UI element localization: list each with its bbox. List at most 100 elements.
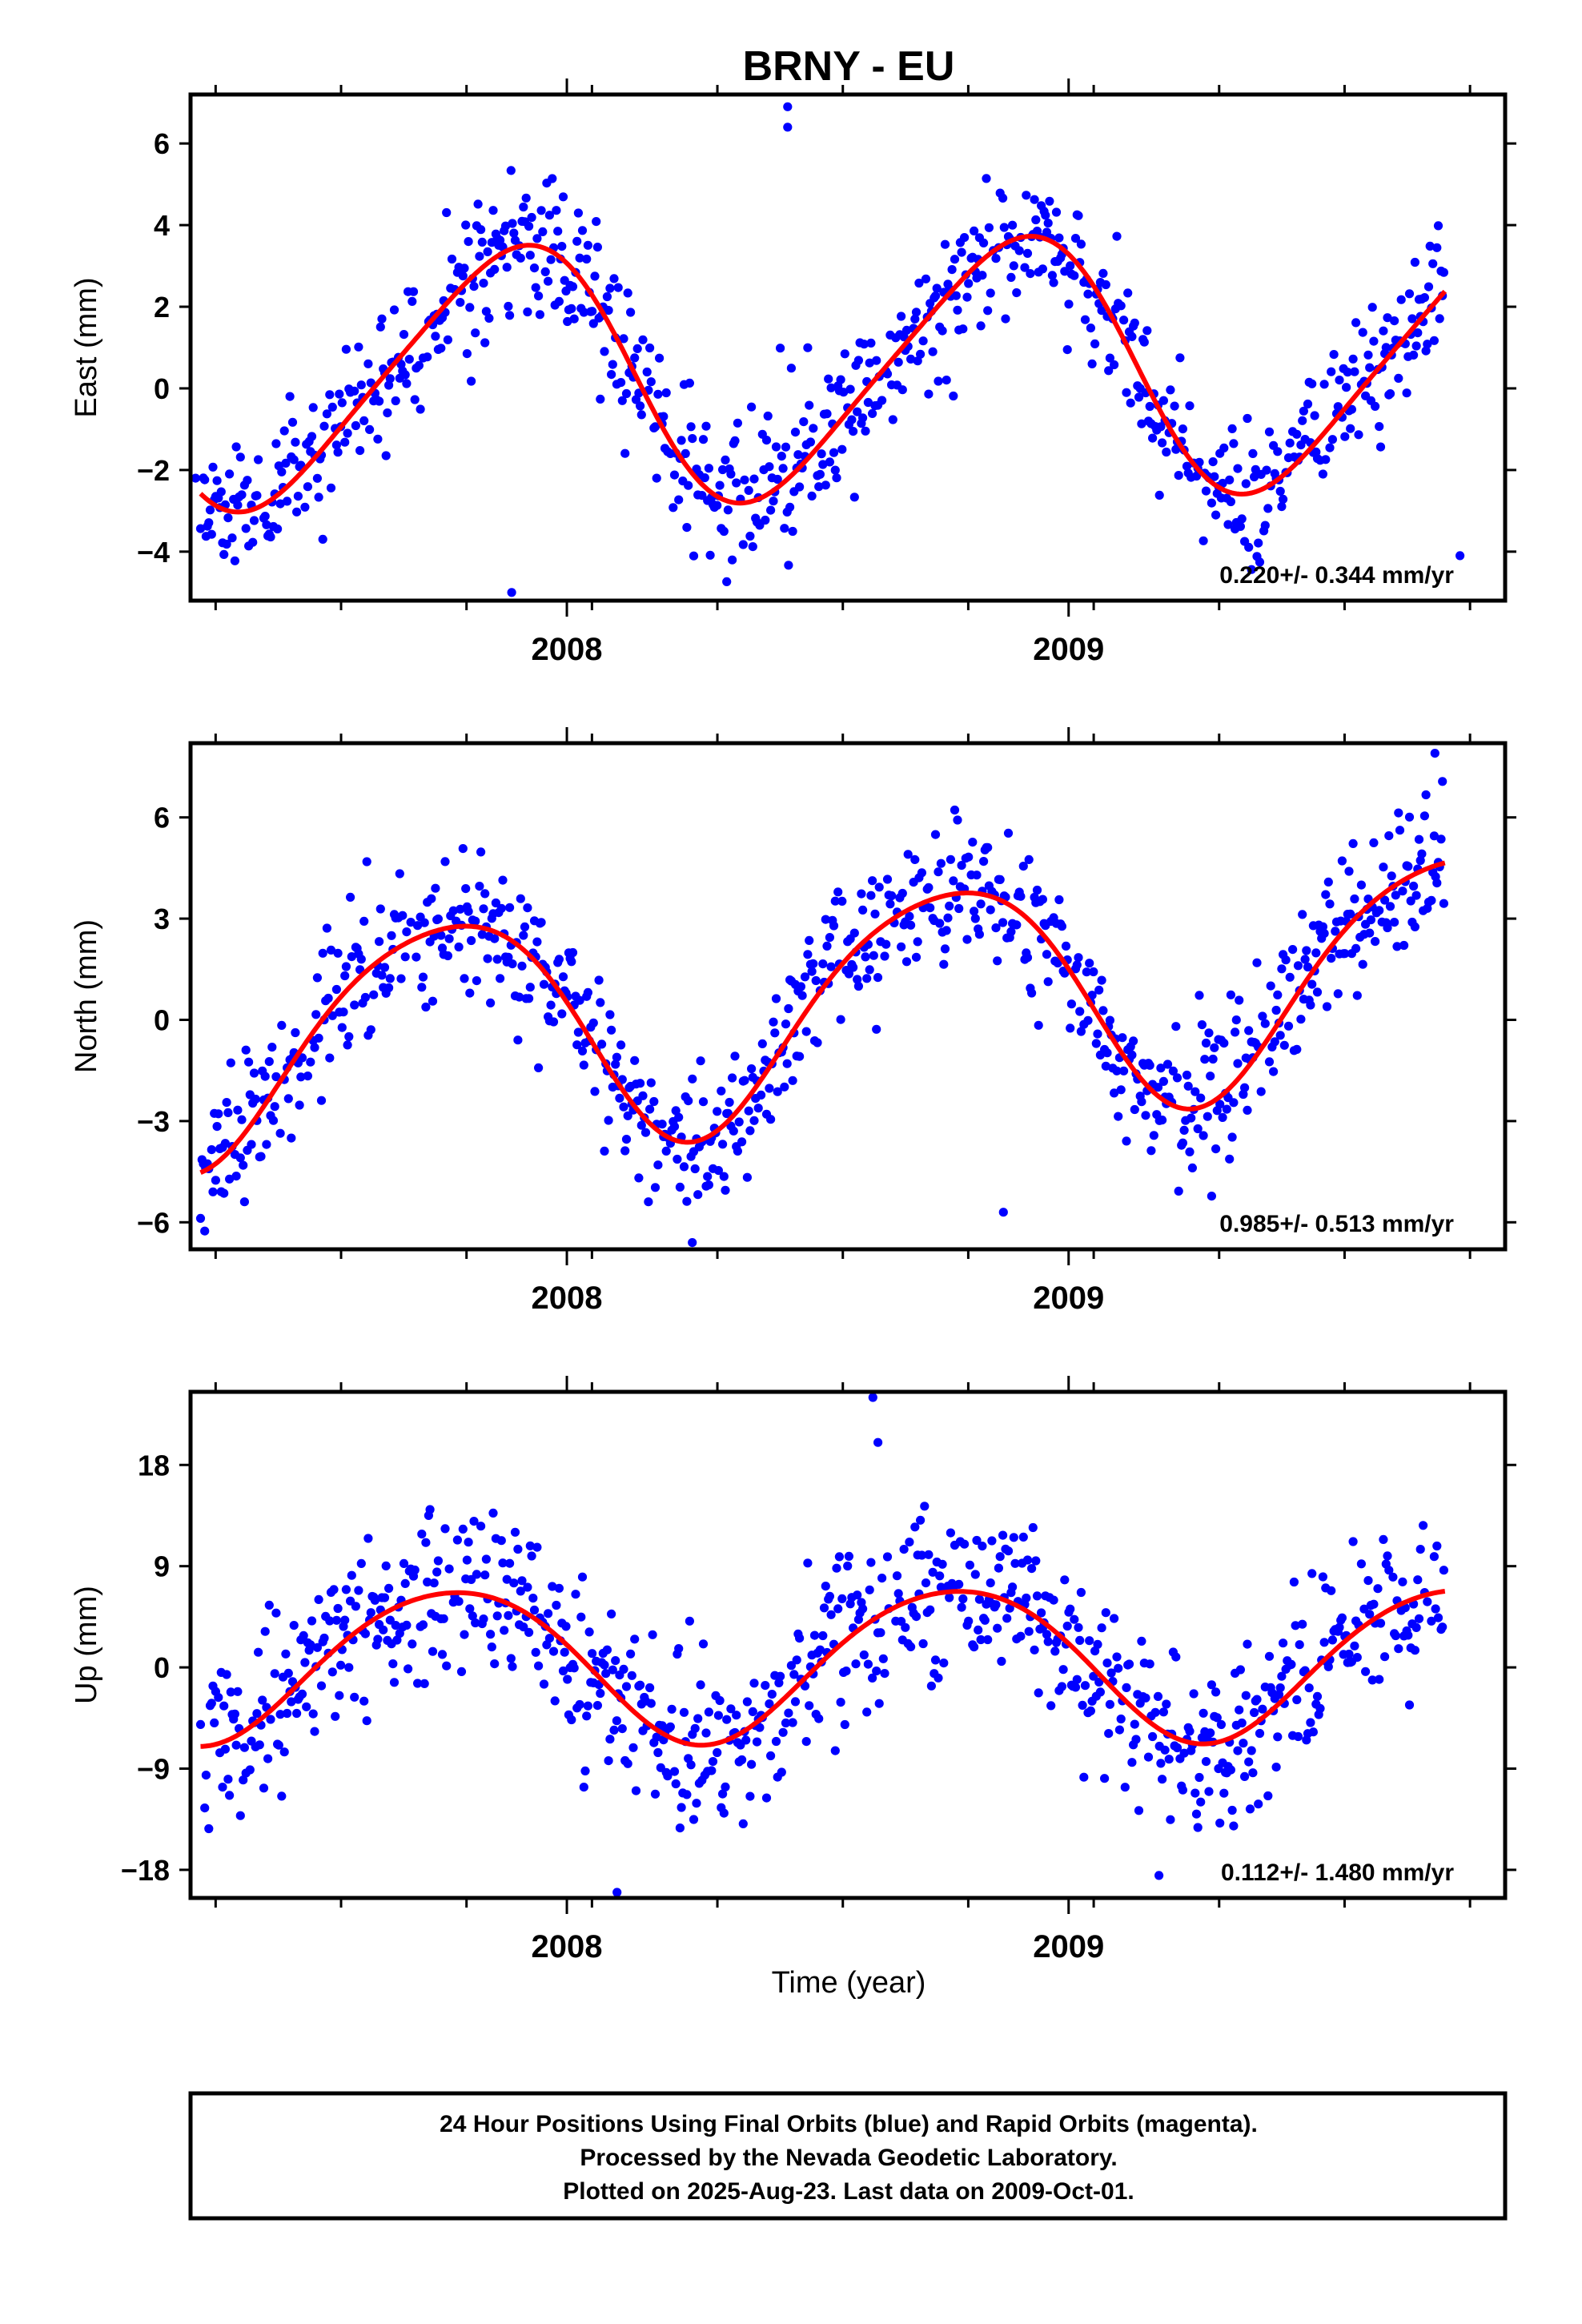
east-point: [383, 408, 392, 418]
east-point: [1134, 392, 1144, 402]
north-point: [818, 959, 828, 969]
east-point: [630, 353, 640, 363]
north-ylabel: North (mm): [70, 919, 103, 1073]
north-point: [575, 995, 584, 1005]
up-point: [255, 1740, 264, 1750]
up-point: [1307, 1569, 1317, 1578]
east-point: [554, 296, 564, 306]
up-point: [1074, 1622, 1083, 1632]
east-point: [1402, 388, 1411, 398]
east-point: [1201, 486, 1211, 496]
east-point: [204, 518, 214, 528]
east-point: [1182, 461, 1192, 471]
east-point: [443, 335, 453, 344]
north-point: [830, 896, 840, 906]
north-point: [260, 1072, 270, 1081]
up-point: [258, 1695, 267, 1705]
up-point: [1080, 1681, 1090, 1691]
east-point: [1022, 191, 1031, 200]
north-point: [1211, 1144, 1221, 1154]
north-point: [1185, 1147, 1195, 1156]
east-point: [740, 475, 749, 485]
up-point: [920, 1502, 930, 1511]
up-point: [609, 1725, 619, 1735]
north-point: [1243, 1105, 1252, 1115]
up-point: [930, 1655, 941, 1665]
north-point: [1323, 877, 1333, 887]
up-point: [814, 1714, 824, 1723]
up-point: [1195, 1772, 1204, 1783]
north-point: [270, 1102, 279, 1112]
north-point: [1129, 1036, 1138, 1046]
east-point: [1428, 259, 1438, 268]
north-point: [734, 1117, 744, 1127]
north-point: [1083, 1015, 1093, 1025]
north-point: [247, 1140, 256, 1149]
east-point: [465, 303, 475, 312]
north-point: [1260, 1019, 1270, 1028]
east-point: [1014, 246, 1024, 255]
up-point: [1361, 1667, 1371, 1676]
north-point: [917, 868, 926, 878]
up-point: [1380, 1652, 1390, 1662]
up-point: [592, 1701, 603, 1711]
up-point: [738, 1819, 748, 1828]
up-point: [601, 1669, 611, 1679]
east-point: [1279, 494, 1288, 505]
north-point: [1075, 1007, 1085, 1016]
up-point: [1352, 1653, 1362, 1663]
up-point: [1291, 1621, 1300, 1630]
north-point: [333, 948, 343, 958]
east-point: [237, 490, 247, 500]
east-point: [916, 349, 926, 359]
up-point: [715, 1695, 725, 1706]
up-point: [218, 1783, 227, 1792]
up-point: [690, 1723, 700, 1733]
up-point: [1248, 1768, 1258, 1778]
up-point: [1016, 1631, 1026, 1641]
east-point: [942, 376, 951, 385]
up-point: [373, 1634, 383, 1644]
east-point: [721, 455, 730, 465]
east-point: [748, 542, 757, 552]
north-point: [1016, 891, 1026, 901]
up-point: [991, 1600, 1001, 1610]
east-point: [277, 467, 287, 476]
north-point: [769, 1017, 778, 1027]
up-point: [1112, 1652, 1122, 1662]
up-point: [686, 1760, 696, 1770]
north-point: [765, 1084, 774, 1093]
up-point: [1327, 1586, 1336, 1595]
up-point: [1318, 1572, 1327, 1582]
up-point: [974, 1594, 984, 1604]
up-point: [1079, 1772, 1089, 1782]
north-xtick-label: 2009: [1033, 1281, 1104, 1316]
east-point: [1020, 263, 1030, 272]
up-point: [1438, 1622, 1447, 1632]
up-point: [745, 1791, 755, 1801]
up-point: [880, 1669, 889, 1679]
north-point: [456, 904, 465, 914]
east-point: [1076, 239, 1086, 249]
north-point: [615, 1093, 624, 1103]
up-point: [749, 1679, 759, 1688]
east-point: [730, 436, 740, 446]
east-point: [307, 432, 317, 441]
east-point: [814, 482, 824, 492]
east-point: [747, 402, 757, 412]
east-point: [462, 349, 472, 359]
east-point: [689, 551, 699, 561]
up-point: [766, 1751, 776, 1761]
up-point: [362, 1716, 371, 1726]
up-point: [488, 1508, 498, 1518]
east-point: [1074, 211, 1083, 220]
east-point: [500, 221, 511, 231]
north-point: [1331, 927, 1340, 936]
north-point: [406, 918, 416, 927]
east-point: [1008, 220, 1018, 230]
north-point: [744, 1106, 753, 1116]
east-point: [1233, 464, 1243, 473]
north-point: [343, 1040, 352, 1050]
up-point: [254, 1647, 263, 1657]
north-point: [486, 998, 496, 1007]
